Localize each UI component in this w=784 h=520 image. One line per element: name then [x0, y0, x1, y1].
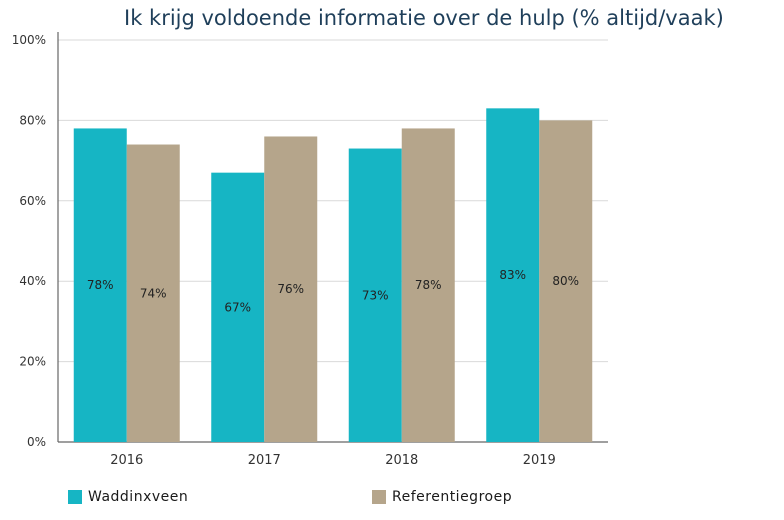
y-tick-label: 20% — [19, 355, 46, 369]
data-label: 74% — [140, 286, 167, 300]
x-tick-label: 2019 — [523, 453, 556, 468]
legend-label: Waddinxveen — [88, 489, 189, 505]
y-tick-label: 100% — [12, 33, 46, 47]
bar-waddinxveen-2018 — [348, 148, 402, 443]
data-label: 78% — [415, 278, 442, 292]
data-label: 83% — [499, 268, 526, 282]
data-label: 78% — [87, 278, 114, 292]
bar-waddinxveen-2019 — [486, 108, 540, 442]
data-label: 67% — [224, 300, 251, 314]
chart-title: Ik krijg voldoende informatie over de hu… — [124, 6, 724, 30]
y-tick-label: 60% — [19, 194, 46, 208]
bar-referentiegroep-2016 — [126, 144, 180, 442]
legend-swatch — [68, 490, 82, 504]
legend-item-referentiegroep: Referentiegroep — [372, 489, 512, 505]
legend-item-waddinxveen: Waddinxveen — [68, 489, 188, 505]
bar-waddinxveen-2016 — [73, 128, 127, 442]
legend-label: Referentiegroep — [392, 489, 513, 505]
bar-referentiegroep-2018 — [401, 128, 455, 442]
y-tick-label: 40% — [19, 274, 46, 288]
bar-referentiegroep-2019 — [539, 120, 593, 443]
data-label: 76% — [277, 282, 304, 296]
bar-waddinxveen-2017 — [211, 172, 265, 442]
y-tick-label: 0% — [27, 435, 46, 449]
y-tick-label: 80% — [19, 113, 46, 127]
bar-referentiegroep-2017 — [264, 136, 318, 443]
legend-swatch — [372, 490, 386, 504]
data-label: 80% — [552, 274, 579, 288]
x-tick-label: 2018 — [385, 453, 418, 468]
x-tick-label: 2017 — [248, 453, 281, 468]
x-tick-label: 2016 — [110, 453, 143, 468]
data-label: 73% — [362, 288, 389, 302]
